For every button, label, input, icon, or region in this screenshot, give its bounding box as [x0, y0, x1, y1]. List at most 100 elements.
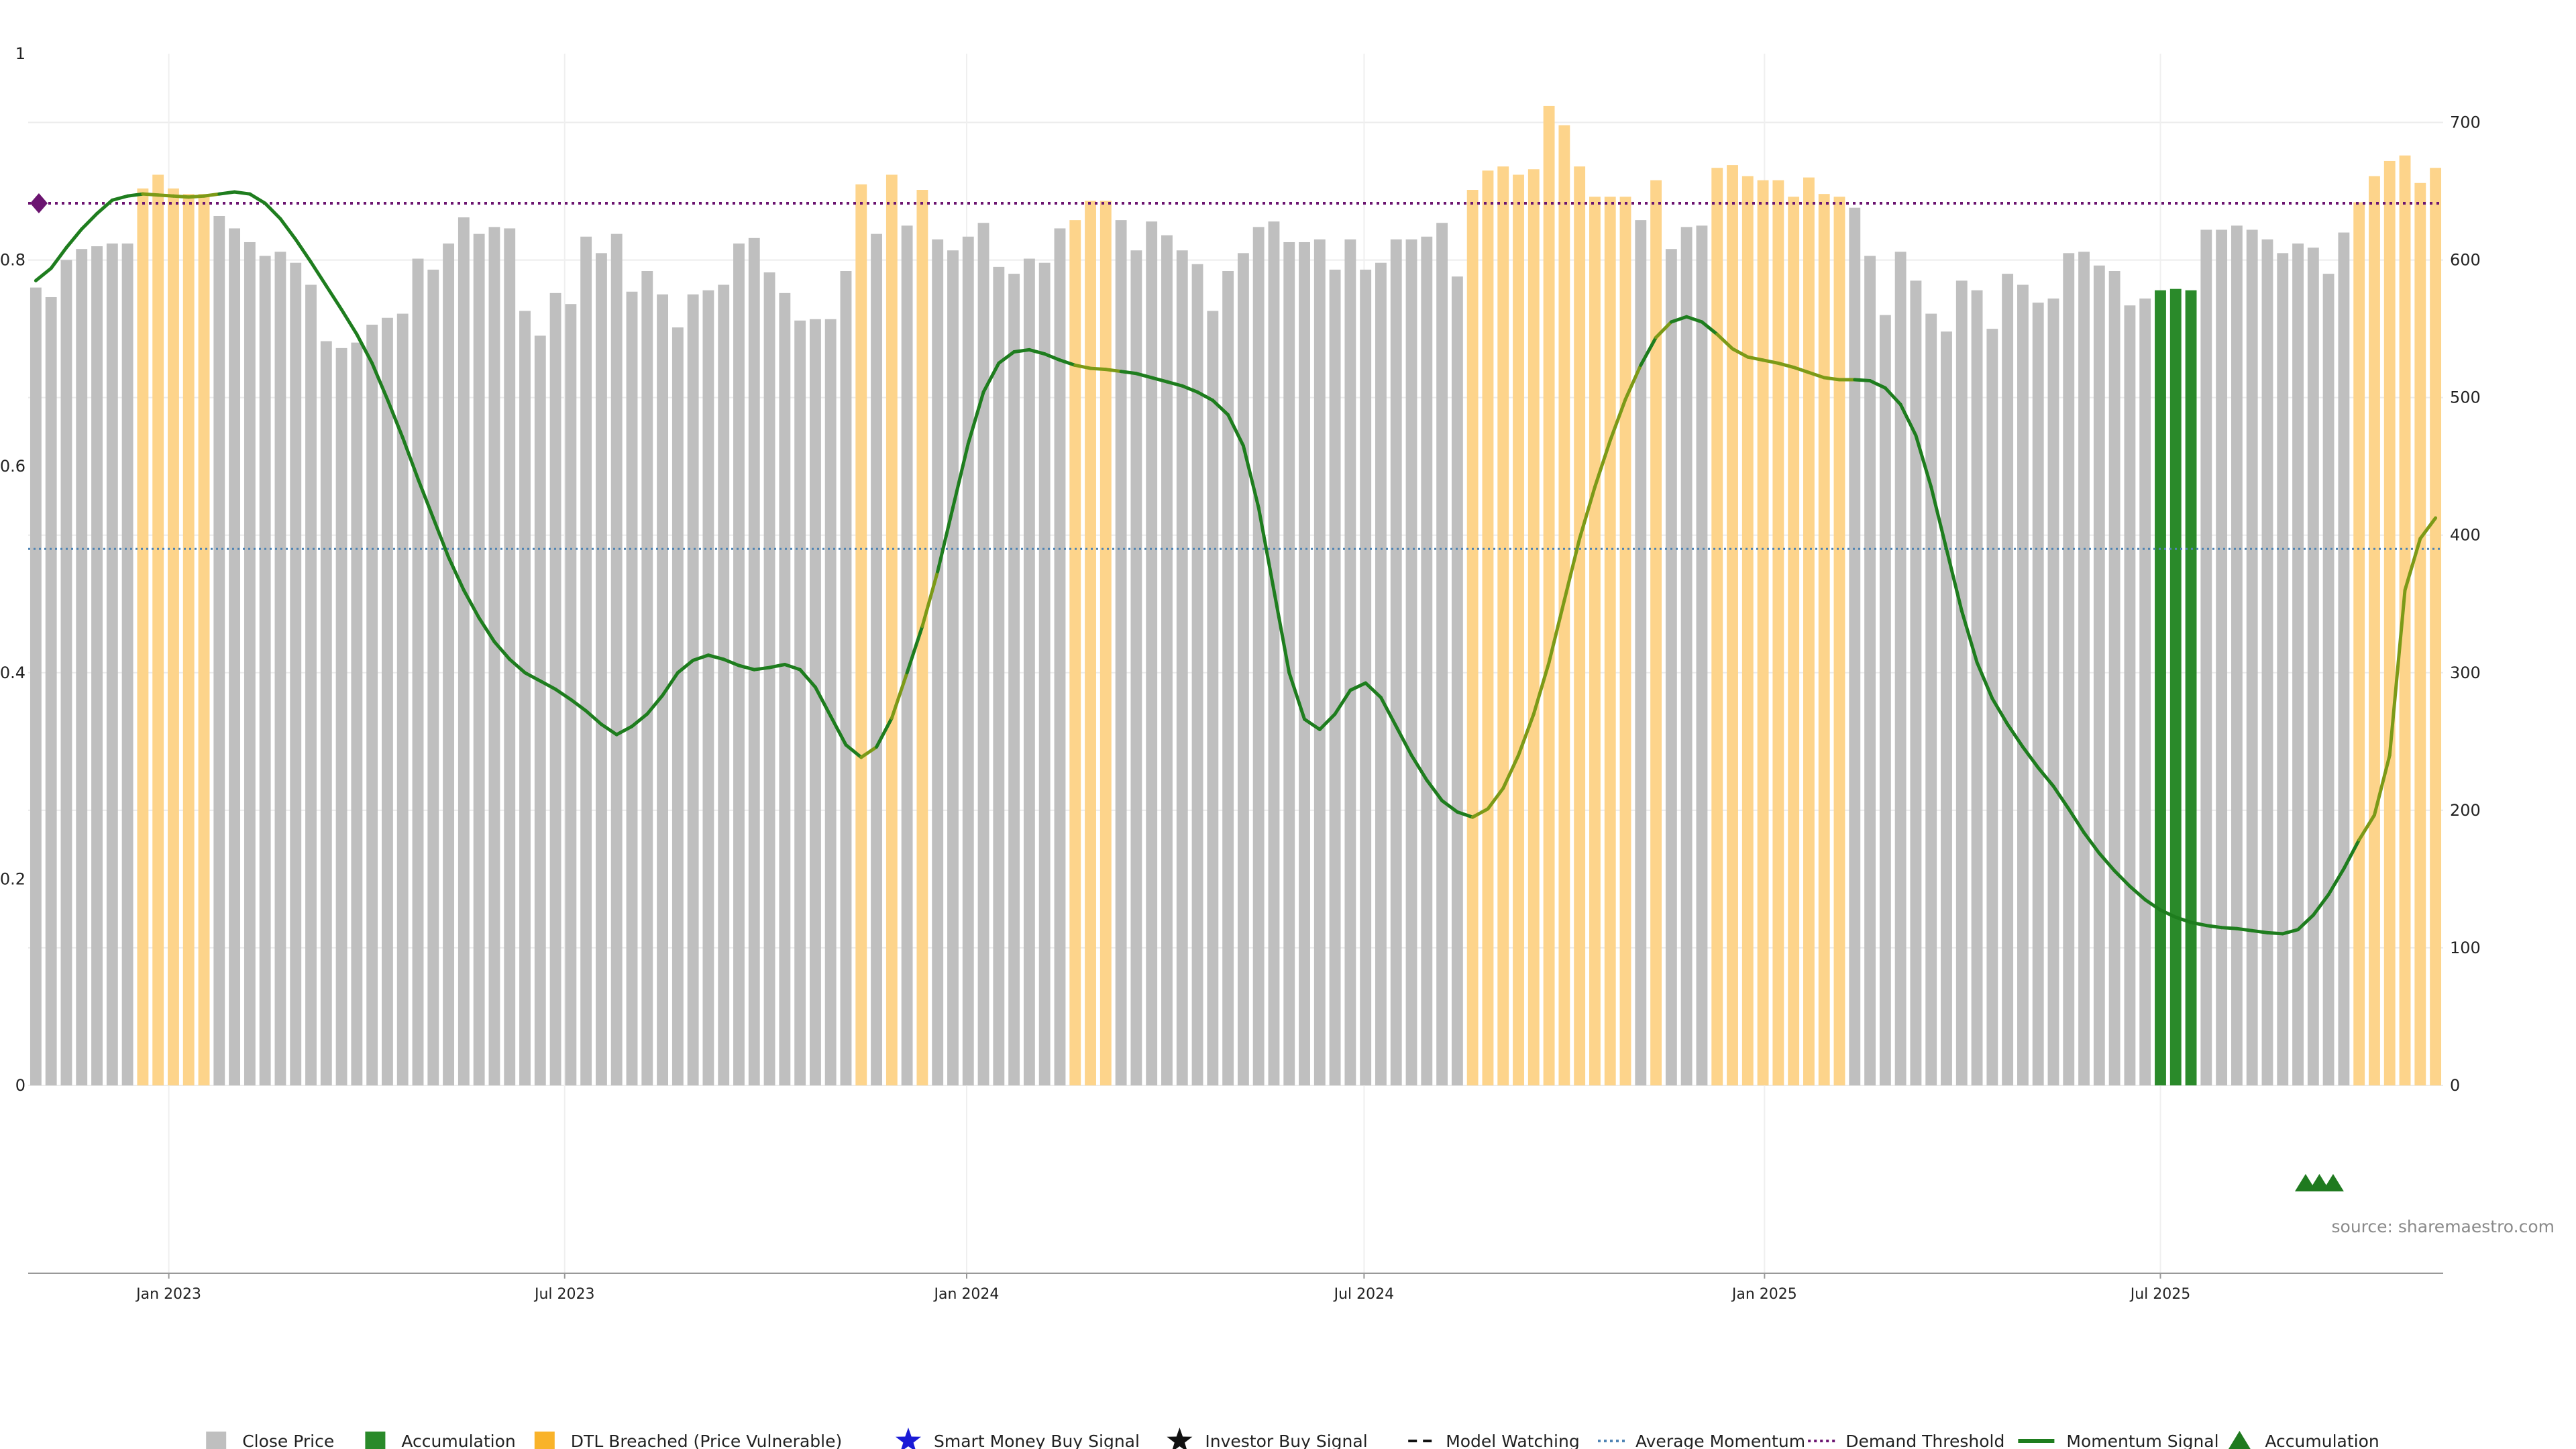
momentum-signal-segment [2311, 892, 2330, 917]
momentum-signal-segment [248, 192, 267, 205]
close-price-bar [1421, 236, 1433, 1086]
close-price-bar [382, 317, 393, 1085]
momentum-signal-segment [416, 477, 435, 520]
momentum-signal-segment [1104, 368, 1123, 374]
close-price-bar [1038, 262, 1051, 1086]
close-price-bar [2307, 248, 2319, 1085]
momentum-signal-segment [1731, 347, 1750, 359]
momentum-signal-segment [981, 361, 1001, 394]
momentum-signal-segment [217, 190, 237, 196]
momentum-signal-segment [1119, 370, 1138, 376]
legend-label: Model Watching [1446, 1432, 1580, 1449]
momentum-signal-segment [1608, 397, 1627, 443]
momentum-signal-segment [752, 665, 771, 672]
dtl-breached-bar [885, 174, 898, 1085]
momentum-signal-segment [2418, 516, 2438, 541]
momentum-signal-segment [2082, 830, 2101, 855]
axes: 0 0.2 0.4 0.6 0.8 1 0 100 200 300 400 500 600 700 Jan … [0, 44, 2481, 1303]
momentum-signal-segment [722, 657, 741, 667]
dtl-breached-bar [1574, 166, 1586, 1085]
momentum-signal-segment [1700, 320, 1719, 336]
momentum-signal-segment [339, 307, 359, 336]
momentum-signal-segment [1089, 366, 1108, 372]
dtl-breached-bar [1513, 174, 1524, 1085]
close-price-bar [427, 269, 439, 1085]
momentum-signal-segment [110, 194, 129, 202]
close-price-bar [1405, 239, 1417, 1086]
momentum-signal-segment [1165, 380, 1184, 388]
close-price-bar [2078, 252, 2090, 1085]
momentum-signal-segment [1990, 696, 2010, 727]
close-price-bar [1894, 252, 1907, 1085]
legend-item: Accumulation [2229, 1431, 2379, 1449]
momentum-signal-segment [2036, 765, 2055, 788]
momentum-signal-segment [1348, 681, 1368, 692]
momentum-signal-segment [1944, 547, 1964, 613]
momentum-signal-segment [997, 350, 1016, 365]
close-price-bar [1237, 253, 1249, 1085]
right-axis-tick-label: 700 [2450, 113, 2481, 132]
legend-label: Accumulation [2265, 1432, 2379, 1449]
close-price-bar [1252, 227, 1265, 1085]
momentum-signal-segment [156, 193, 175, 198]
close-price-bar [580, 236, 592, 1086]
close-price-bar [626, 291, 638, 1085]
dtl-breached-bar [1741, 176, 1754, 1086]
momentum-signal-segment [676, 658, 695, 675]
right-axis-tick-label: 500 [2450, 388, 2481, 407]
momentum-signal-segment [2051, 784, 2071, 811]
legend-triangle-icon [2229, 1431, 2251, 1449]
x-axis-tick-label: Jan 2023 [135, 1286, 201, 1303]
close-price-bar [1344, 239, 1356, 1086]
momentum-signal-segment [125, 192, 145, 198]
close-price-bar [1635, 220, 1647, 1086]
momentum-signal-segment [1639, 335, 1658, 367]
close-price-bar [1864, 256, 1876, 1085]
momentum-signal-segment [324, 284, 343, 311]
close-price-bar [1191, 264, 1203, 1086]
close-price-bar [443, 243, 455, 1086]
accumulation-bar [2169, 288, 2182, 1085]
close-price-bar [473, 233, 485, 1085]
momentum-signal-segment [1364, 681, 1383, 700]
legend-item: Momentum Signal [2018, 1432, 2219, 1449]
momentum-signal-segment [1425, 778, 1444, 803]
momentum-signal-segment [1883, 386, 1902, 407]
momentum-signal-segment [691, 653, 710, 662]
momentum-signal-segment [813, 685, 833, 718]
close-price-bar [641, 271, 653, 1085]
momentum-signal-segment [523, 671, 542, 683]
momentum-signal-segment [2342, 838, 2361, 871]
close-price-bar [702, 290, 714, 1086]
close-price-bar [2292, 243, 2304, 1086]
close-price-bar [259, 256, 271, 1085]
momentum-signal-line [34, 190, 2438, 936]
momentum-signal-segment [630, 712, 649, 729]
momentum-signal-segment [2326, 867, 2346, 896]
momentum-signal-segment [1226, 413, 1245, 447]
momentum-signal-segment [584, 709, 603, 727]
dtl-breached-bar [1727, 165, 1738, 1085]
dtl-breached-bar [1527, 169, 1540, 1086]
close-price-bar [121, 243, 133, 1086]
momentum-signal-segment [1669, 315, 1688, 324]
close-price-bar [519, 311, 531, 1086]
momentum-signal-segment [1211, 398, 1230, 417]
close-price-bar [2017, 284, 2029, 1086]
legend-item: Close Price [206, 1432, 334, 1449]
momentum-signal-segment [2174, 915, 2193, 924]
momentum-signal-segment [309, 260, 328, 288]
momentum-signal-segment [2296, 913, 2315, 932]
momentum-signal-segment [1486, 786, 1505, 811]
momentum-signal-segment [1807, 370, 1826, 380]
right-axis-tick-label: 300 [2450, 663, 2481, 682]
close-price-bar [396, 313, 409, 1086]
dtl-breached-bar [1543, 105, 1555, 1086]
x-axis-tick-label: Jan 2024 [933, 1286, 1000, 1303]
legend-swatch-icon [365, 1432, 386, 1449]
momentum-signal-segment [1562, 537, 1582, 602]
momentum-signal-segment [202, 192, 221, 198]
close-price-bar [2093, 265, 2105, 1085]
close-price-bar [488, 227, 500, 1085]
close-price-bar [1161, 235, 1173, 1085]
